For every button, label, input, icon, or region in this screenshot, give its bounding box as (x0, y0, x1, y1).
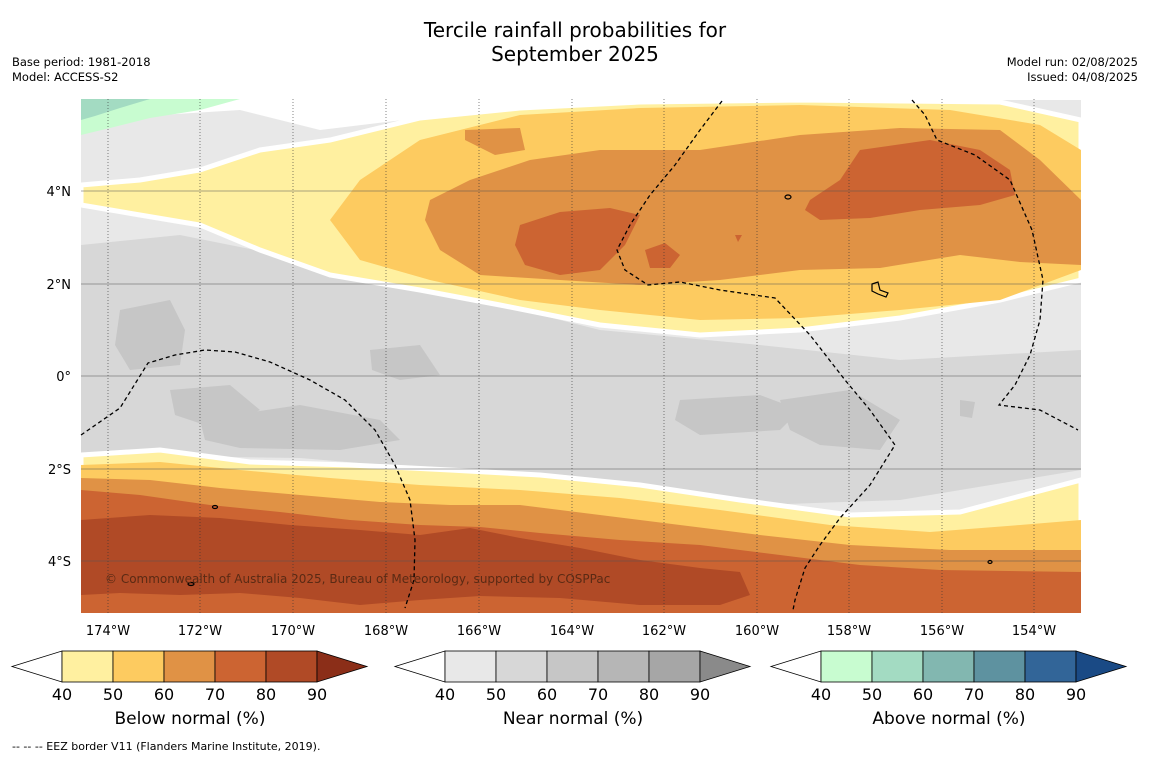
island-outline (187, 581, 195, 587)
graticule (81, 99, 1081, 613)
island-outline (987, 559, 993, 565)
colorbar-swatch (495, 650, 548, 683)
latitude-label: 2°N (47, 278, 72, 293)
title-line-1: Tercile rainfall probabilities for (423, 18, 727, 42)
longitude-label: 168°W (364, 624, 408, 639)
colorbar-tick-label: 70 (964, 685, 984, 704)
eez-border-central (616, 100, 896, 611)
colorbar-tick-label: 80 (1015, 685, 1035, 704)
island-outline (211, 504, 219, 510)
colorbar-swatch (61, 650, 114, 683)
colorbar-tick-label: 60 (537, 685, 557, 704)
below-normal-80-south (81, 515, 750, 605)
longitude-label: 174°W (86, 624, 130, 639)
colorbar-max-arrow (316, 650, 369, 683)
colorbar-near-normal: 40 50 60 70 80 90 (393, 650, 752, 704)
longitude-label: 170°W (271, 624, 315, 639)
longitude-label: 158°W (827, 624, 871, 639)
colorbar-min-arrow (10, 650, 63, 683)
map-title: Tercile rainfall probabilities for Septe… (0, 18, 1150, 66)
colorbar-tick-label: 60 (913, 685, 933, 704)
colorbar-tick-label: 40 (435, 685, 455, 704)
colorbar-tick-label: 70 (588, 685, 608, 704)
above-normal-50-corner (81, 99, 150, 120)
copyright-text: © Commonwealth of Australia 2025, Bureau… (105, 572, 610, 586)
colorbar-swatch (444, 650, 497, 683)
colorbar-swatch (163, 650, 216, 683)
colorbar-swatch (214, 650, 267, 683)
colorbar-max-arrow (699, 650, 752, 683)
issued-date: Issued: 04/08/2025 (1027, 70, 1138, 84)
colorbar-tick-label: 50 (486, 685, 506, 704)
colorbar-swatch (648, 650, 701, 683)
colorbar-below-normal: 40 50 60 70 80 90 (10, 650, 369, 704)
longitude-label: 162°W (642, 624, 686, 639)
colorbar-max-arrow (1075, 650, 1128, 683)
colorbar-swatch (265, 650, 318, 683)
meta-right: Model run: 02/08/2025 Issued: 04/08/2025 (1007, 55, 1138, 85)
longitude-label: 156°W (920, 624, 964, 639)
latitude-label: 4°S (48, 555, 71, 570)
colorbar-swatch (820, 650, 873, 683)
meta-left: Base period: 1981-2018 Model: ACCESS-S2 (12, 55, 151, 85)
island-outline (871, 281, 889, 298)
eez-footnote: -- -- -- EEZ border V11 (Flanders Marine… (12, 740, 321, 753)
eez-border-east (911, 99, 1079, 431)
colorbar-swatch (922, 650, 975, 683)
colorbar-tick-label: 70 (205, 685, 225, 704)
probability-field (81, 99, 1081, 613)
colorbar-swatch (546, 650, 599, 683)
colorbar-tick-label: 90 (307, 685, 327, 704)
model-run: Model run: 02/08/2025 (1006, 55, 1138, 69)
colorbar-tick-label: 80 (256, 685, 276, 704)
above-normal-label: Above normal (%) (872, 709, 1026, 729)
latitude-label: 0° (56, 370, 71, 385)
eez-border-west (80, 349, 416, 609)
near-normal-label: Near normal (%) (502, 709, 644, 729)
colorbar-above-normal: 40 50 60 70 80 90 (769, 650, 1128, 704)
below-normal-label: Below normal (%) (114, 709, 266, 729)
base-period: Base period: 1981-2018 (12, 55, 151, 69)
longitude-label: 164°W (550, 624, 594, 639)
colorbar-tick-label: 50 (862, 685, 882, 704)
model-name: Model: ACCESS-S2 (12, 70, 119, 84)
colorbar-swatch (597, 650, 650, 683)
islands (187, 194, 993, 587)
island-outline (784, 194, 792, 200)
colorbar-swatch (871, 650, 924, 683)
colorbar-tick-label: 40 (811, 685, 831, 704)
latitude-label: 4°N (47, 185, 72, 200)
longitude-label: 160°W (735, 624, 779, 639)
colorbar-swatch (1024, 650, 1077, 683)
colorbar-tick-label: 60 (154, 685, 174, 704)
colorbar-tick-label: 50 (103, 685, 123, 704)
colorbar-tick-label: 80 (639, 685, 659, 704)
colorbar-tick-label: 90 (690, 685, 710, 704)
latitude-labels: 4°N 2°N 0° 2°S 4°S (47, 185, 72, 570)
colorbar-min-arrow (769, 650, 822, 683)
latitude-label: 2°S (48, 463, 71, 478)
colorbar-swatch (973, 650, 1026, 683)
longitude-label: 166°W (457, 624, 501, 639)
colorbar-swatch (112, 650, 165, 683)
longitude-label: 172°W (178, 624, 222, 639)
eez-borders (80, 99, 1079, 611)
title-line-2: September 2025 (491, 42, 659, 66)
below-normal-70-north (515, 140, 1015, 275)
colorbar-tick-label: 90 (1066, 685, 1086, 704)
colorbar-tick-label: 40 (52, 685, 72, 704)
near-normal-60 (115, 300, 975, 450)
longitude-label: 154°W (1012, 624, 1056, 639)
colorbar-min-arrow (393, 650, 446, 683)
longitude-labels: 174°W 172°W 170°W 168°W 166°W 164°W 162°W 160°W… (86, 624, 1056, 639)
